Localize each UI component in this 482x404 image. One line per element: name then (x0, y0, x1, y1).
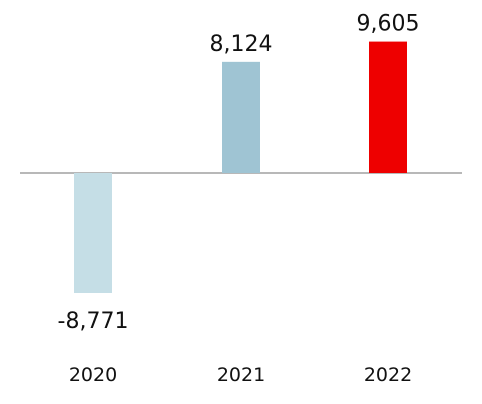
bars-group (74, 41, 407, 293)
x-tick-labels-group: 2020 2021 2022 (69, 364, 412, 386)
bar-2020 (74, 173, 112, 293)
x-tick-label-2020: 2020 (69, 364, 117, 386)
x-tick-label-2021: 2021 (217, 364, 265, 386)
value-label-2022: 9,605 (357, 12, 420, 37)
value-labels-group: -8,771 8,124 9,605 (58, 12, 420, 334)
value-label-2020: -8,771 (58, 309, 129, 334)
bar-2022 (369, 41, 407, 173)
x-tick-label-2022: 2022 (364, 364, 412, 386)
value-label-2021: 8,124 (210, 32, 273, 57)
bar-2021 (222, 61, 260, 173)
